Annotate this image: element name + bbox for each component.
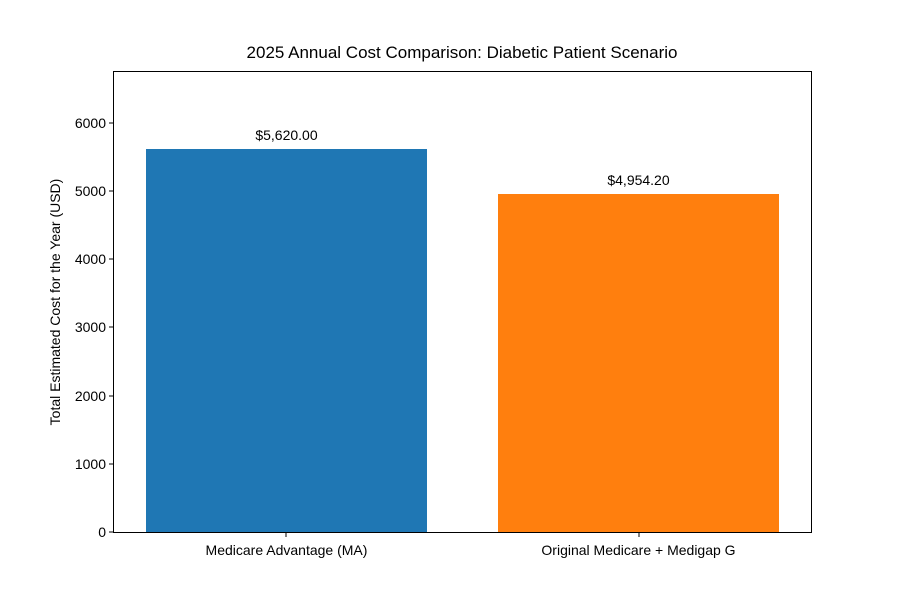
y-axis-label: Total Estimated Cost for the Year (USD) (47, 178, 63, 426)
bar-value-label: $5,620.00 (255, 126, 318, 143)
y-tick-mark (109, 258, 113, 260)
y-tick-label: 4000 (74, 251, 106, 268)
y-tick-label: 5000 (74, 182, 106, 199)
y-tick-label: 6000 (74, 114, 106, 131)
x-tick-label: Original Medicare + Medigap G (541, 542, 736, 558)
y-tick-label: 3000 (74, 319, 106, 336)
bar-value-label: $4,954.20 (607, 172, 670, 188)
y-tick-mark (109, 190, 113, 192)
y-tick-label: 0 (98, 524, 106, 540)
plot-area: 0 1000 2000 3000 4000 5000 6000 $5,620.00 Medica… (75, 71, 812, 557)
chart-title: 2025 Annual Cost Comparison: Diabetic Pa… (246, 43, 678, 62)
x-tick-mark (638, 533, 639, 537)
y-tick-mark (109, 463, 113, 465)
y-tick-label: 2000 (74, 387, 106, 404)
y-tick-mark (109, 326, 113, 328)
y-tick-label: 1000 (74, 455, 106, 472)
y-tick-mark (109, 122, 113, 124)
x-tick-label: Medicare Advantage (MA) (205, 542, 368, 558)
y-tick-mark (109, 531, 113, 533)
bar-original-medicare-medigap-g (497, 194, 780, 532)
x-tick-mark (285, 533, 287, 537)
y-tick-mark (109, 395, 113, 397)
bar-medicare-advantage-ma (145, 148, 428, 532)
